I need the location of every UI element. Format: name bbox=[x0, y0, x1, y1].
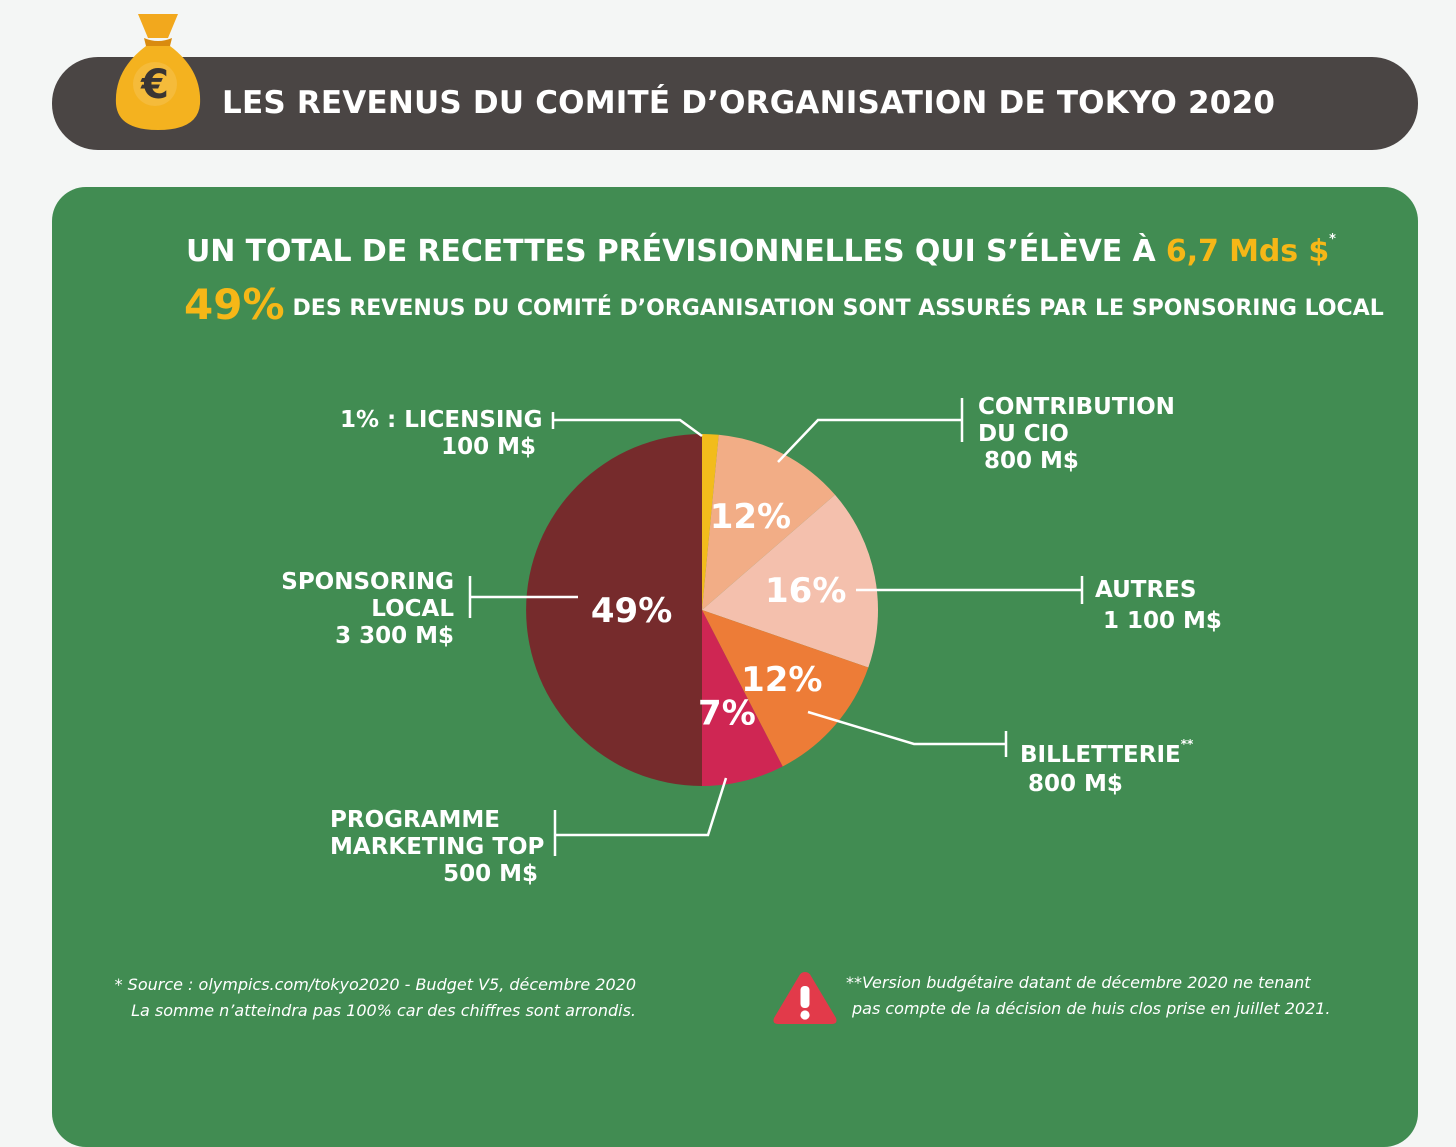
subheadline-percent: 49% bbox=[184, 280, 285, 329]
label-licensing-value: 100 M$ bbox=[441, 434, 536, 460]
headline-footnote-mark: * bbox=[1329, 232, 1336, 247]
label-top-value: 500 M$ bbox=[443, 861, 538, 887]
percent-label-autres: 16% bbox=[765, 571, 846, 611]
label-billetterie-mark: ** bbox=[1180, 737, 1194, 751]
label-billetterie-name: BILLETTERIE bbox=[1020, 742, 1181, 768]
label-cio-line2: DU CIO bbox=[978, 421, 1069, 447]
warning-line2: pas compte de la décision de huis clos p… bbox=[852, 999, 1331, 1018]
label-licensing-name: 1% : LICENSING bbox=[340, 407, 543, 433]
leader-autres bbox=[856, 576, 1084, 604]
leader-sponsoring bbox=[468, 576, 578, 618]
label-cio: CONTRIBUTION DU CIO 800 M$ bbox=[978, 394, 1175, 475]
label-billetterie: BILLETTERIE** 800 M$ bbox=[1020, 731, 1193, 798]
source-line2: La somme n’atteindra pas 100% car des ch… bbox=[131, 1001, 636, 1020]
percent-label-billetterie: 12% bbox=[741, 660, 822, 700]
label-top-line2: MARKETING TOP bbox=[330, 834, 545, 860]
pie-slices bbox=[526, 434, 878, 786]
slice-percent-labels: 12%16%12%7%49% bbox=[591, 497, 846, 734]
leader-licensing bbox=[551, 412, 703, 438]
leader-billetterie bbox=[807, 710, 1008, 757]
label-autres-value: 1 100 M$ bbox=[1103, 608, 1222, 634]
warning-triangle-icon bbox=[773, 972, 837, 1024]
label-cio-value: 800 M$ bbox=[984, 448, 1079, 474]
pie-slice-licensing bbox=[702, 434, 719, 610]
leader-top bbox=[553, 777, 728, 856]
label-sponsoring-value: 3 300 M$ bbox=[335, 623, 454, 649]
label-top-line1: PROGRAMME bbox=[330, 807, 500, 833]
pie-slice-billetterie bbox=[702, 610, 869, 767]
percent-label-cio: 12% bbox=[710, 497, 791, 537]
pie-slice-autres bbox=[702, 494, 878, 668]
label-billetterie-value: 800 M$ bbox=[1028, 771, 1123, 797]
source-footnote: * Source : olympics.com/tokyo2020 - Budg… bbox=[110, 972, 636, 1024]
label-top: PROGRAMME MARKETING TOP 500 M$ bbox=[330, 807, 545, 888]
euro-symbol: € bbox=[140, 62, 169, 108]
label-sponsoring-line2: LOCAL bbox=[371, 596, 454, 622]
page-title: LES REVENUS DU COMITÉ D’ORGANISATION DE … bbox=[222, 85, 1276, 121]
money-bag-euro-icon: € bbox=[115, 14, 201, 130]
leader-cio bbox=[777, 398, 964, 463]
subheadline-text: DES REVENUS DU COMITÉ D’ORGANISATION SON… bbox=[292, 296, 1384, 321]
pie-slice-sponsoring bbox=[526, 434, 702, 786]
warning-line1: **Version budgétaire datant de décembre … bbox=[846, 973, 1311, 992]
label-autres: AUTRES 1 100 M$ bbox=[1095, 577, 1222, 635]
label-sponsoring: SPONSORING LOCAL 3 300 M$ bbox=[260, 569, 454, 650]
headline: UN TOTAL DE RECETTES PRÉVISIONNELLES QUI… bbox=[186, 232, 1336, 269]
pie-slice-cio bbox=[702, 434, 836, 610]
label-licensing: 1% : LICENSING 100 M$ bbox=[340, 407, 543, 461]
percent-label-sponsoring: 49% bbox=[591, 591, 672, 631]
percent-label-top: 7% bbox=[698, 694, 756, 734]
subheadline: 49% DES REVENUS DU COMITÉ D’ORGANISATION … bbox=[184, 280, 1384, 329]
warning-footnote: **Version budgétaire datant de décembre … bbox=[846, 970, 1331, 1022]
source-line1: * Source : olympics.com/tokyo2020 - Budg… bbox=[114, 975, 636, 994]
leader-lines bbox=[468, 398, 1084, 856]
label-sponsoring-line1: SPONSORING bbox=[281, 569, 454, 595]
title-banner bbox=[52, 57, 1418, 150]
label-autres-name: AUTRES bbox=[1095, 577, 1197, 603]
headline-amount: 6,7 Mds $ bbox=[1165, 234, 1330, 269]
pie-slice-top bbox=[702, 610, 783, 786]
label-cio-line1: CONTRIBUTION bbox=[978, 394, 1175, 420]
pie-chart: 12%16%12%7%49% bbox=[468, 398, 1084, 856]
headline-text: UN TOTAL DE RECETTES PRÉVISIONNELLES QUI… bbox=[186, 234, 1156, 269]
